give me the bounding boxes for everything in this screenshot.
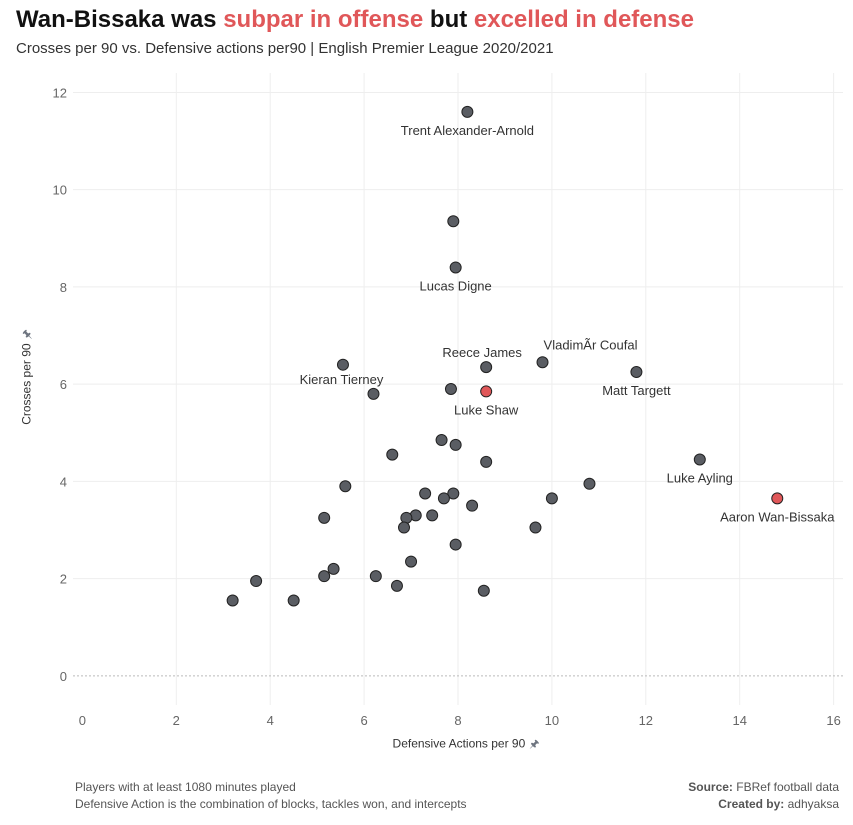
player-point[interactable]: [449, 438, 462, 451]
player-point[interactable]: [287, 594, 300, 607]
x-tick-label: 6: [360, 713, 367, 728]
y-axis-label[interactable]: Crosses per 90 🖈︎: [19, 329, 38, 425]
title-part-3: but: [423, 6, 474, 33]
player-point[interactable]: [437, 492, 450, 505]
player-point[interactable]: [226, 594, 239, 607]
player-label: Kieran Tierney: [300, 372, 384, 387]
created-value: adhyaksa: [784, 797, 839, 811]
y-tick-label: 2: [60, 572, 67, 587]
y-tick-label: 0: [60, 669, 67, 684]
player-point[interactable]: [693, 453, 706, 466]
player-point[interactable]: [461, 105, 474, 118]
footer-note-definition: Defensive Action is the combination of b…: [75, 797, 467, 811]
pin-icon[interactable]: 🖈︎: [529, 738, 540, 751]
footer-note-minutes: Players with at least 1080 minutes playe…: [75, 780, 296, 794]
grid-layer: [73, 73, 843, 705]
player-label: Matt Targett: [602, 383, 671, 398]
player-point[interactable]: [400, 511, 413, 524]
x-tick-label: 12: [639, 713, 653, 728]
player-point[interactable]: [339, 480, 352, 493]
x-axis-label[interactable]: Defensive Actions per 90 🖈︎: [393, 736, 540, 755]
title-part-1: Wan-Bissaka was: [16, 6, 224, 33]
player-point[interactable]: [367, 387, 380, 400]
y-tick-label: 10: [53, 183, 67, 198]
point-layer: [226, 105, 784, 607]
player-label: Luke Ayling: [667, 470, 733, 485]
x-axis-label-text: Defensive Actions per 90: [392, 736, 526, 751]
label-layer: Trent Alexander-Arnold Lucas Digne Reece J…: [300, 123, 836, 524]
player-point[interactable]: [447, 215, 460, 228]
source-label: Source:: [688, 780, 733, 794]
player-point[interactable]: [419, 487, 432, 500]
player-point[interactable]: [630, 365, 643, 378]
player-point[interactable]: [449, 261, 462, 274]
x-tick-label: 16: [826, 713, 840, 728]
player-point[interactable]: [318, 570, 331, 583]
player-label: Lucas Digne: [420, 278, 492, 293]
player-point[interactable]: [369, 570, 382, 583]
x-tick-label: 8: [454, 713, 461, 728]
player-point[interactable]: [405, 555, 418, 568]
player-point[interactable]: [529, 521, 542, 534]
player-point[interactable]: [426, 509, 439, 522]
player-label: Aaron Wan-Bissaka: [720, 509, 835, 524]
player-label: VladimÃr Coufal: [544, 337, 638, 352]
player-point[interactable]: [327, 562, 340, 575]
x-tick-label: 4: [267, 713, 274, 728]
source-value: FBRef football data: [732, 780, 839, 794]
y-tick-label: 6: [60, 377, 67, 392]
player-point[interactable]: [386, 448, 399, 461]
chart-title: Wan-Bissaka was subpar in offense but ex…: [16, 6, 694, 34]
player-point[interactable]: [480, 361, 493, 374]
chart-subtitle: Crosses per 90 vs. Defensive actions per…: [16, 40, 554, 57]
player-point[interactable]: [480, 455, 493, 468]
highlighted-player-point[interactable]: [771, 492, 784, 505]
axis-layer: 0 2 4 6 8 10 12 14 16 0 2 4 6 8 10 12: [53, 85, 841, 728]
player-point[interactable]: [336, 358, 349, 371]
player-point[interactable]: [318, 511, 331, 524]
player-point[interactable]: [390, 579, 403, 592]
y-tick-label: 4: [60, 474, 67, 489]
player-point[interactable]: [466, 499, 479, 512]
player-point[interactable]: [545, 492, 558, 505]
title-part-defense: excelled in defense: [473, 6, 694, 33]
player-point[interactable]: [583, 477, 596, 490]
y-tick-label: 8: [60, 280, 67, 295]
player-point[interactable]: [250, 575, 263, 588]
player-label: Trent Alexander-Arnold: [401, 123, 534, 138]
created-label: Created by:: [718, 797, 785, 811]
player-label: Reece James: [442, 345, 522, 360]
x-tick-label: 10: [545, 713, 559, 728]
title-part-offense: subpar in offense: [223, 6, 424, 33]
y-axis-label-text: Crosses per 90: [19, 343, 34, 425]
footer-credits: Source: FBRef football data Created by: …: [688, 779, 839, 813]
x-tick-label: 14: [732, 713, 746, 728]
highlighted-player-point[interactable]: [480, 385, 493, 398]
player-point[interactable]: [444, 383, 457, 395]
player-point[interactable]: [447, 487, 460, 500]
x-tick-label: 0: [79, 713, 86, 728]
player-point[interactable]: [435, 434, 448, 447]
player-point[interactable]: [536, 356, 549, 369]
footer-notes: Players with at least 1080 minutes playe…: [75, 779, 467, 813]
y-tick-label: 12: [53, 85, 67, 100]
player-point[interactable]: [477, 584, 490, 597]
footer-source: Source: FBRef football data: [688, 779, 839, 796]
player-point[interactable]: [449, 538, 462, 551]
x-tick-label: 2: [173, 713, 180, 728]
footer-created-by: Created by: adhyaksa: [688, 796, 839, 813]
player-label: Luke Shaw: [454, 402, 519, 417]
player-point[interactable]: [398, 521, 411, 534]
pin-icon[interactable]: 🖈︎: [21, 329, 34, 340]
